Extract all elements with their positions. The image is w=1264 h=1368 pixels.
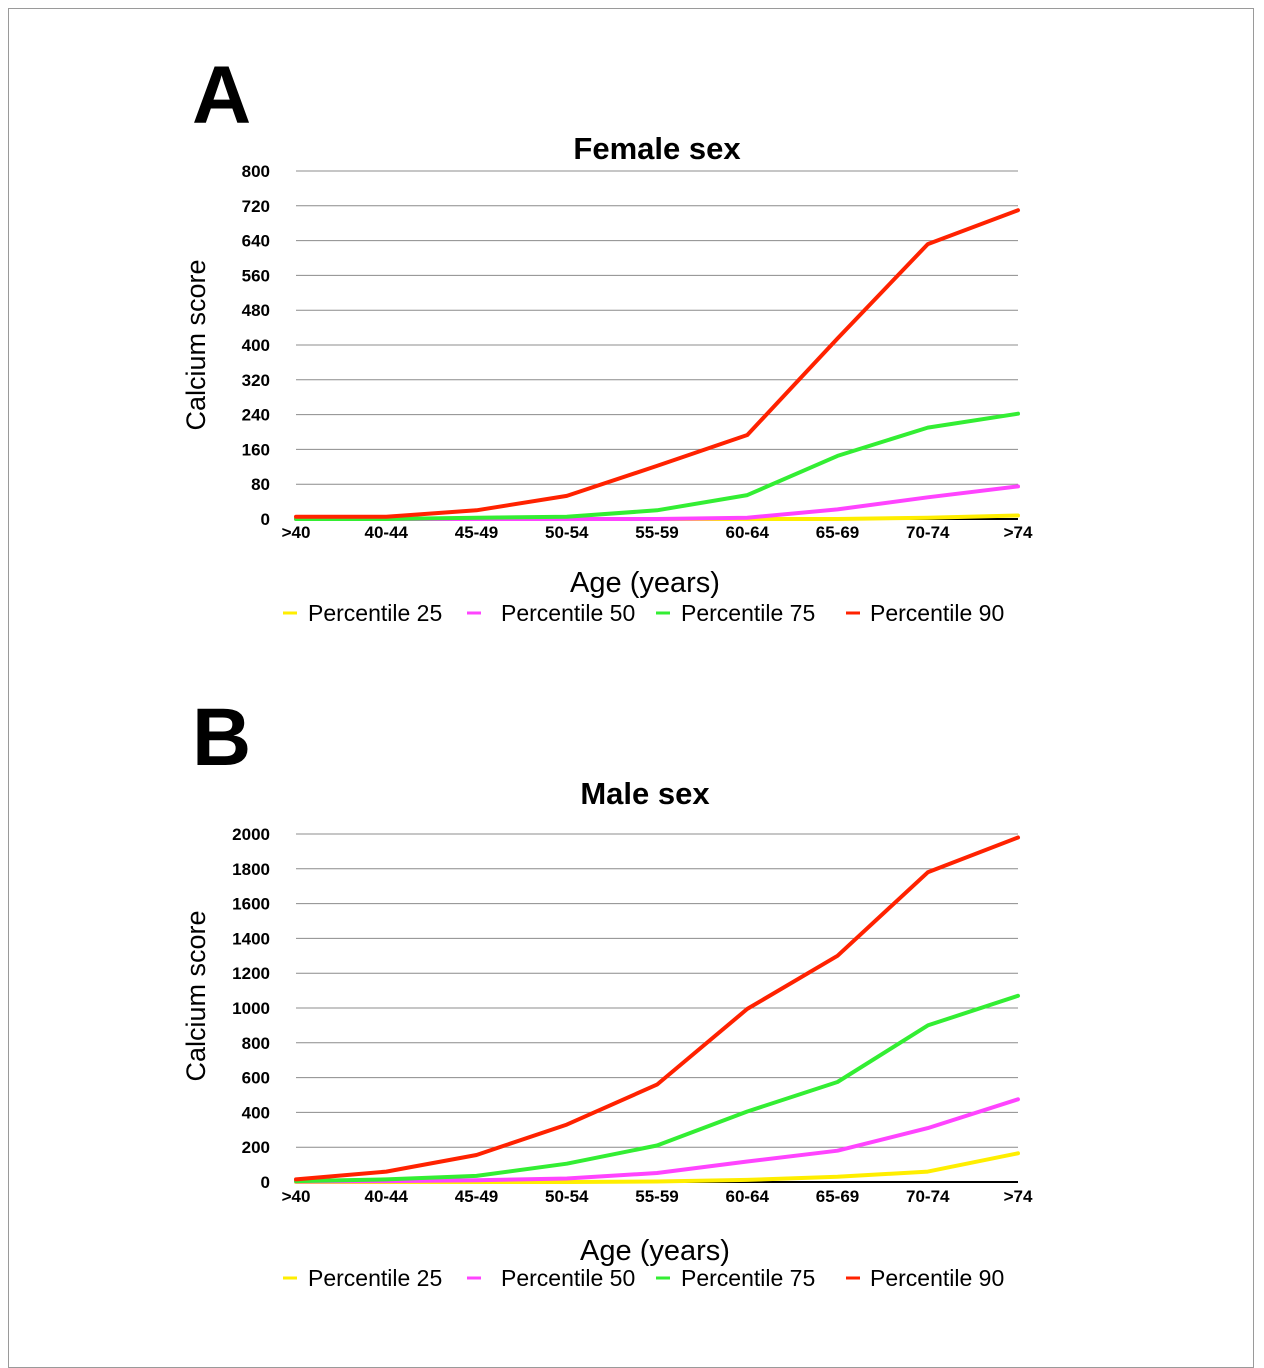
x-tick-label: >40 [282,523,311,542]
y-tick-label: 240 [242,406,270,425]
series-line-percentile-75 [294,993,1020,1184]
y-tick-label: 800 [242,162,270,181]
x-tick-label: 60-64 [726,1187,770,1206]
x-tick-label: 40-44 [365,1187,409,1206]
chart-title: Male sex [580,776,710,811]
x-tick-label: >74 [1004,1187,1033,1206]
legend-label: Percentile 25 [308,1265,442,1291]
y-tick-label: 1600 [232,895,270,914]
y-tick-label: 640 [242,232,270,251]
y-tick-label: 800 [242,1034,270,1053]
x-tick-label: 55-59 [635,1187,678,1206]
y-tick-label: 720 [242,197,270,216]
y-tick-label: 0 [261,510,270,529]
x-tick-label: 55-59 [635,523,678,542]
y-tick-label: 160 [242,440,270,459]
y-tick-label: 1000 [232,999,270,1018]
x-tick-label: 50-54 [545,1187,589,1206]
panel-label: A [192,50,251,141]
legend-label: Percentile 75 [681,600,815,626]
legend-label: Percentile 90 [870,1265,1004,1291]
y-tick-label: 80 [251,475,270,494]
x-tick-label: 60-64 [726,523,770,542]
y-tick-label: 320 [242,371,270,390]
x-axis-title: Age (years) [570,567,720,599]
x-axis-title: Age (years) [580,1235,730,1267]
series-line-percentile-90 [294,208,1020,519]
x-tick-label: 45-49 [455,523,498,542]
y-tick-label: 400 [242,336,270,355]
y-tick-label: 480 [242,301,270,320]
legend-label: Percentile 90 [870,600,1004,626]
x-tick-label: 70-74 [906,1187,950,1206]
legend-label: Percentile 25 [308,600,442,626]
y-tick-label: 1800 [232,860,270,879]
x-tick-label: 50-54 [545,523,589,542]
series-line-percentile-75 [294,411,1020,521]
x-tick-label: 40-44 [365,523,409,542]
series-line-percentile-90 [294,835,1020,1182]
y-axis-title: Calcium score [181,910,211,1081]
chart-title: Female sex [573,131,741,166]
x-tick-label: 65-69 [816,523,859,542]
y-tick-label: 600 [242,1069,270,1088]
y-tick-label: 200 [242,1138,270,1157]
legend-label: Percentile 50 [501,1265,635,1291]
x-tick-label: 65-69 [816,1187,859,1206]
y-tick-label: 1200 [232,964,270,983]
y-tick-label: 1400 [232,929,270,948]
y-tick-label: 2000 [232,825,270,844]
x-tick-label: 45-49 [455,1187,498,1206]
x-tick-label: 70-74 [906,523,950,542]
y-tick-label: 560 [242,266,270,285]
legend-label: Percentile 75 [681,1265,815,1291]
x-tick-label: >74 [1004,523,1033,542]
x-tick-label: >40 [282,1187,311,1206]
series-line-percentile-50 [294,1097,1020,1184]
legend-label: Percentile 50 [501,600,635,626]
y-tick-label: 400 [242,1103,270,1122]
y-axis-title: Calcium score [181,259,211,430]
y-tick-label: 0 [261,1173,270,1192]
panel-label: B [192,692,251,783]
